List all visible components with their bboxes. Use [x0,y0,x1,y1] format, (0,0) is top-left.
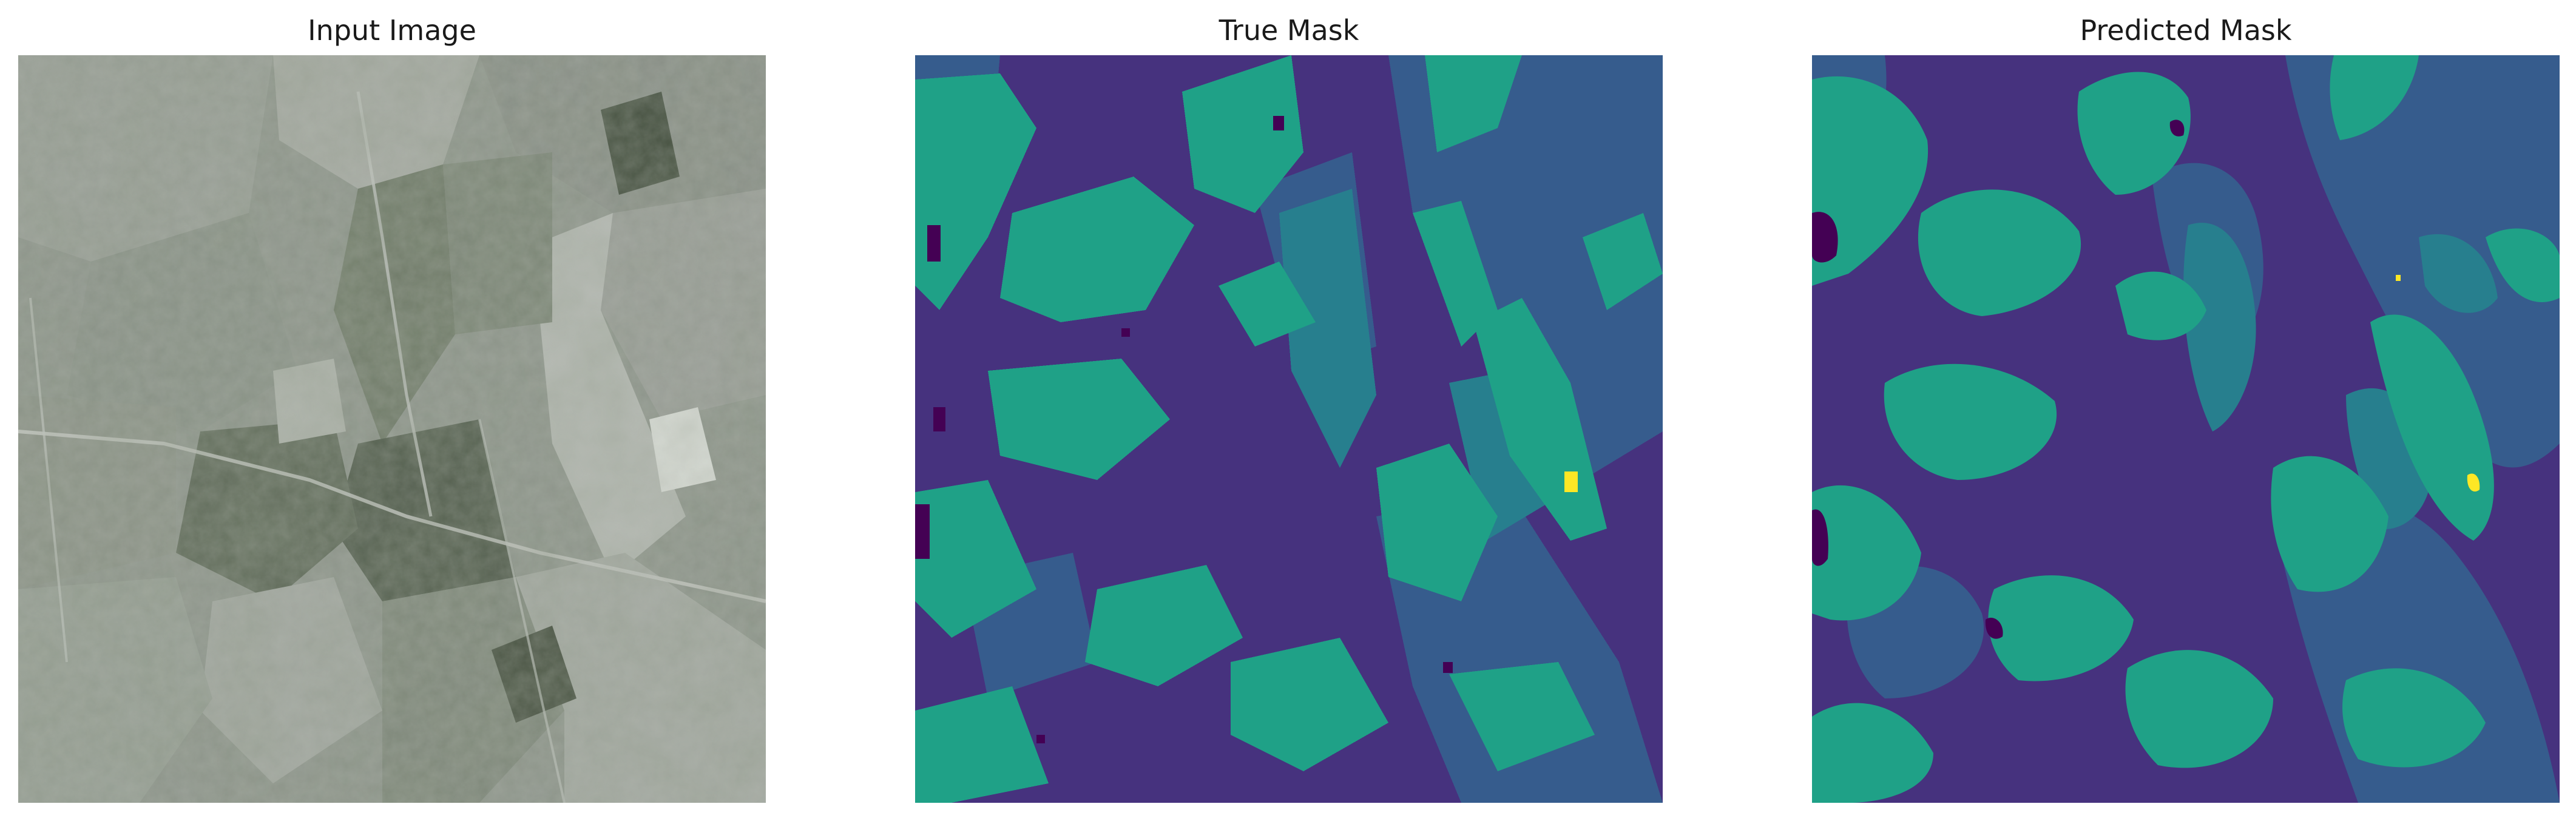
satellite-image-svg [18,55,766,803]
panel-predicted-mask: Predicted Mask [1812,0,2560,821]
panel-title-pred: Predicted Mask [2080,14,2292,47]
panel-input-image: Input Image [18,0,766,821]
panel-title-input: Input Image [308,14,476,47]
panel-title-true: True Mask [1219,14,1359,47]
true-mask-svg [915,55,1663,803]
panel-true-mask: True Mask [915,0,1663,821]
predicted-mask-image [1812,55,2560,803]
true-mask-image [915,55,1663,803]
input-satellite-image [18,55,766,803]
predicted-mask-svg [1812,55,2560,803]
